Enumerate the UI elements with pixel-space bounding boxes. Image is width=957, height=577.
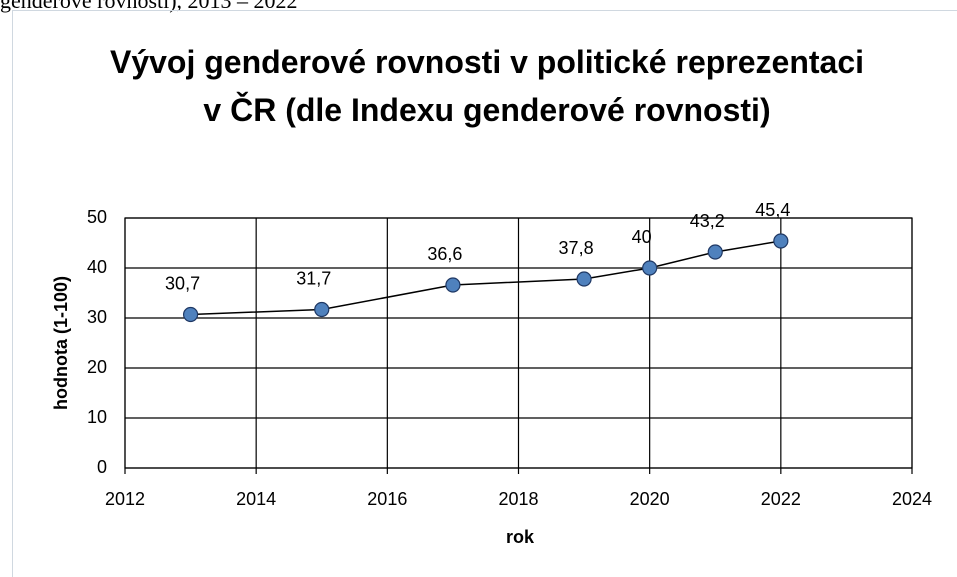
y-tick-label: 0 [97, 457, 107, 477]
marker [642, 260, 658, 276]
y-tick-label: 40 [87, 257, 107, 277]
y-tick-label: 20 [87, 357, 107, 377]
plot-border [124, 217, 913, 469]
data-label: 31,7 [296, 268, 331, 288]
data-label: 30,7 [165, 273, 200, 293]
x-tick-label: 2012 [105, 489, 145, 509]
data-label: 40 [632, 227, 652, 247]
marker [773, 233, 789, 249]
y-axis-label: hodnota (1-100) [51, 276, 71, 410]
marker [314, 301, 330, 318]
marker [445, 277, 461, 293]
x-tick-label: 2020 [630, 489, 670, 509]
y-tick-label: 10 [87, 407, 107, 427]
x-tick-label: 2018 [498, 489, 538, 509]
x-axis-label: rok [506, 527, 535, 547]
x-tick-label: 2024 [892, 489, 932, 509]
data-label: 36,6 [427, 244, 462, 264]
data-label: 45,4 [755, 200, 790, 220]
y-tick-label: 50 [87, 207, 107, 227]
marker [182, 306, 199, 323]
x-tick-label: 2014 [236, 489, 276, 509]
x-tick-label: 2022 [761, 489, 801, 509]
marker [576, 271, 592, 287]
caption: genderové rovnosti), 2013 – 2022 [0, 0, 298, 13]
chart-title: Vývoj genderové rovnosti v politické rep… [109, 44, 865, 128]
data-label: 43,2 [690, 211, 725, 231]
chart-frame [12, 10, 957, 577]
data-label: 37,8 [559, 238, 594, 258]
y-tick-label: 30 [87, 307, 107, 327]
line [190, 240, 781, 316]
marker [707, 244, 723, 260]
x-tick-label: 2016 [367, 489, 407, 509]
